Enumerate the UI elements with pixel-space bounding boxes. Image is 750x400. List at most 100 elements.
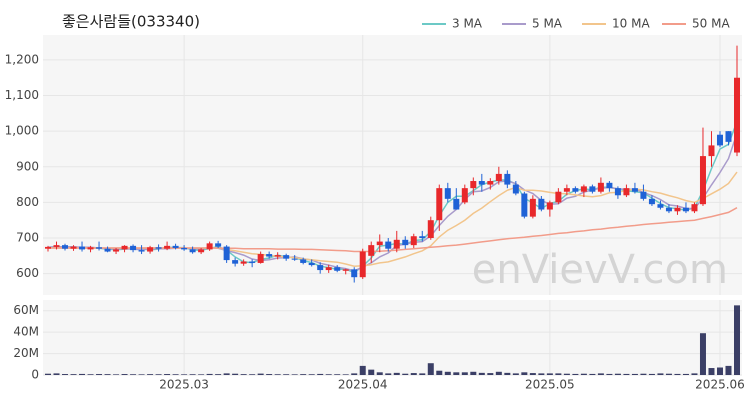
candle-body	[410, 236, 417, 246]
volume-bar	[189, 374, 196, 375]
candle-body	[130, 245, 137, 251]
volume-bar	[529, 373, 536, 375]
volume-bar	[419, 373, 426, 375]
volume-bar	[572, 373, 579, 375]
volume-bar	[708, 368, 715, 375]
candle-body	[308, 262, 315, 266]
candle-body	[563, 188, 570, 192]
volume-bar	[70, 374, 77, 375]
candle-body	[419, 236, 426, 239]
candle-body	[96, 247, 103, 249]
candle-body	[461, 188, 468, 203]
volume-bar	[606, 373, 613, 375]
volume-bar	[657, 373, 664, 375]
candle-body	[478, 181, 485, 185]
x-tick-label: 2025.06	[695, 378, 745, 392]
volume-bar	[325, 374, 332, 375]
volume-bar	[470, 371, 477, 375]
candle-body	[487, 181, 494, 185]
volume-bar	[597, 373, 604, 375]
volume-bar	[538, 373, 545, 375]
y-tick-label: 40M	[13, 325, 39, 339]
volume-bar	[495, 371, 502, 375]
volume-bar	[393, 372, 400, 375]
candle-body	[138, 250, 145, 252]
y-tick-label: 700	[16, 231, 39, 245]
volume-bar	[104, 374, 111, 375]
candle-body	[249, 261, 256, 263]
candle-body	[512, 184, 519, 194]
candle-body	[70, 246, 77, 249]
volume-bar	[444, 371, 451, 375]
volume-bar	[563, 373, 570, 375]
volume-bar	[368, 369, 375, 375]
y-tick-label: 1,100	[5, 88, 39, 102]
volume-bar	[734, 305, 740, 375]
chart-title: 좋은사람들(033340)	[62, 13, 200, 31]
candle-body	[402, 239, 409, 246]
candle-body	[665, 207, 672, 212]
volume-bar	[274, 374, 281, 375]
candle-body	[206, 243, 213, 250]
candle-body	[708, 145, 715, 157]
volume-bar	[249, 374, 256, 375]
volume-bar	[453, 372, 460, 375]
volume-bar	[334, 374, 341, 375]
volume-bar	[155, 374, 162, 375]
volume-bar	[504, 372, 511, 375]
volume-bar	[45, 373, 51, 375]
candle-body	[648, 198, 655, 205]
volume-bar	[53, 373, 60, 375]
candle-body	[529, 198, 536, 217]
volume-bar	[725, 365, 732, 375]
watermark: enVievV.com	[472, 247, 728, 293]
candle-body	[87, 247, 94, 250]
volume-bar	[342, 374, 349, 375]
candle-body	[521, 193, 528, 217]
candle-body	[614, 188, 621, 196]
candle-body	[436, 188, 443, 221]
x-tick-label: 2025.04	[338, 378, 388, 392]
volume-bar	[266, 374, 273, 375]
candle-body	[325, 267, 332, 271]
candle-body	[291, 258, 298, 260]
candle-body	[580, 186, 587, 192]
volume-bar	[478, 372, 485, 375]
candle-body	[79, 246, 86, 250]
volume-bar	[699, 333, 706, 375]
candle-body	[104, 248, 111, 252]
candle-body	[555, 191, 562, 203]
candle-body	[691, 204, 698, 212]
volume-bar	[198, 374, 205, 375]
y-tick-label: 600	[16, 266, 39, 280]
volume-bar	[317, 373, 324, 375]
volume-bar	[402, 373, 409, 375]
volume-bar	[546, 373, 553, 375]
volume-bar	[674, 373, 681, 375]
volume-bar	[308, 374, 315, 375]
volume-bar	[376, 372, 383, 375]
candle-body	[62, 245, 69, 249]
candle-body	[223, 246, 230, 261]
candle-body	[274, 255, 281, 257]
y-tick-label: 1,200	[5, 52, 39, 66]
legend-label: 3 MA	[452, 17, 483, 31]
volume-bar	[512, 373, 519, 375]
volume-bar	[181, 374, 188, 375]
volume-bar	[138, 374, 145, 375]
y-tick-label: 0	[31, 368, 39, 382]
volume-bar	[223, 373, 230, 375]
candle-body	[181, 247, 188, 250]
volume-bar	[640, 373, 647, 375]
candle-body	[121, 245, 128, 250]
volume-bar	[648, 373, 655, 375]
candle-body	[453, 198, 460, 210]
candle-body	[257, 254, 264, 263]
volume-bar	[623, 373, 630, 375]
candle-body	[427, 220, 434, 239]
candle-body	[266, 254, 273, 257]
legend-label: 5 MA	[532, 17, 563, 31]
candle-body	[470, 181, 477, 189]
volume-bar	[555, 373, 562, 375]
candle-body	[725, 131, 732, 142]
